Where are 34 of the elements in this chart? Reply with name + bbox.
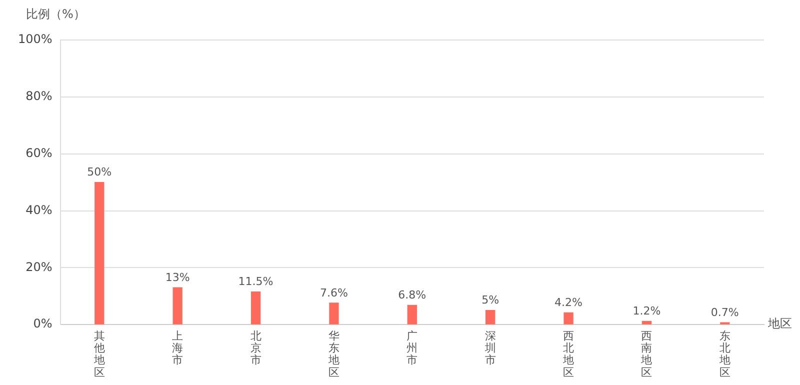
data-label: 7.6%: [320, 286, 348, 300]
y-tick-label: 40%: [26, 202, 52, 217]
x-tick-label: 上海市: [172, 330, 184, 367]
bar: [486, 310, 496, 324]
bar: [642, 320, 652, 324]
y-tick-label: 0%: [33, 316, 52, 331]
x-axis-title: 地区: [767, 316, 792, 331]
x-tick-label: 东北地区: [718, 330, 730, 379]
data-label: 5%: [482, 294, 500, 307]
bar: [329, 302, 339, 324]
x-tick-label: 西南地区: [640, 330, 652, 379]
bar: [250, 292, 261, 324]
x-tick-label: 广州市: [406, 330, 418, 367]
data-label: 4.2%: [554, 296, 583, 310]
bar: [564, 312, 574, 324]
x-tick-label: 其他地区: [92, 330, 105, 379]
x-tick-label: 深圳市: [484, 330, 496, 367]
x-tick-label: 华东地区: [327, 330, 340, 379]
bar: [94, 182, 104, 324]
data-label: 11.5%: [238, 275, 274, 288]
data-label: 50%: [87, 166, 112, 179]
x-tick-label: 北京市: [250, 330, 262, 367]
y-tick-label: 100%: [18, 32, 52, 46]
data-label: 0.7%: [710, 306, 739, 319]
y-axis-title: 比例（%）: [26, 7, 86, 22]
data-label: 6.8%: [398, 288, 426, 302]
y-tick-label: 60%: [26, 146, 52, 160]
data-label: 1.2%: [632, 304, 661, 318]
data-label: 13%: [165, 270, 190, 284]
bar: [407, 304, 417, 324]
y-tick-label: 20%: [26, 260, 52, 274]
x-tick-label: 西北地区: [562, 330, 574, 379]
bar: [172, 287, 182, 324]
y-tick-label: 80%: [26, 89, 52, 104]
